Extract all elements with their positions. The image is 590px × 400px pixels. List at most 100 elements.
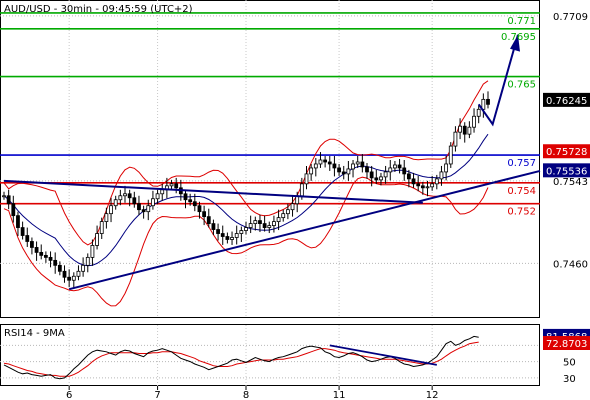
price-bar-body: [486, 98, 490, 105]
price-bar-body: [458, 125, 462, 133]
price-bar-body: [127, 193, 132, 199]
rsi-title: RSI14 - 9MA: [4, 328, 65, 339]
price-bar-body: [48, 256, 53, 261]
price-bar-body: [30, 241, 34, 248]
price-bar-body: [462, 125, 467, 135]
price-bar-body: [118, 195, 123, 201]
projection-arrow-line: [477, 34, 519, 127]
time-tick-label: 11: [333, 390, 346, 400]
price-bar-body: [20, 227, 25, 236]
price-bar-body: [141, 209, 146, 213]
trendlines: [3, 34, 541, 291]
price-bar-body: [365, 166, 369, 173]
price-bar-body: [169, 183, 174, 187]
rsi-line: [3, 335, 479, 380]
price-bar-body: [239, 230, 244, 234]
price-bar-body: [420, 185, 425, 189]
price-badge-label: 0.76245: [546, 96, 587, 107]
price-bar-body: [444, 163, 449, 173]
price-bar-body: [155, 193, 160, 200]
time-tick-label: 6: [66, 390, 72, 400]
price-bar-body: [304, 173, 309, 185]
price-bar-body: [313, 163, 318, 169]
price-tick-label: 0.7543: [553, 177, 588, 188]
price-bar-body: [258, 220, 262, 224]
price-bar-body: [262, 223, 267, 228]
price-bar-body: [472, 115, 476, 128]
price-bar-body: [85, 256, 90, 266]
time-axis: 6 7 8 11 12: [66, 386, 439, 400]
price-bar-body: [244, 227, 248, 231]
price-bar-body: [434, 178, 439, 185]
price-bar-body: [76, 270, 81, 277]
rsi-divergence-line: [329, 344, 437, 366]
price-bar-body: [174, 183, 179, 189]
price-bar-body: [393, 164, 397, 169]
price-tick-label: 0.7460: [553, 259, 588, 270]
price-bar-body: [346, 168, 351, 175]
price-bar-body: [374, 177, 379, 181]
price-bar-body: [285, 209, 290, 215]
price-bar-body: [448, 145, 453, 165]
price-bar-body: [206, 216, 211, 224]
rsi-panel: 705030 81.586872.8703 RSI14 - 9MA: [0, 324, 590, 386]
level-label: 0.754: [507, 186, 536, 197]
price-bar-body: [90, 245, 95, 258]
price-bar-body: [146, 205, 151, 213]
price-bar-body: [290, 203, 295, 211]
rsi-badges: 81.586872.8703: [543, 328, 590, 350]
level-label: 0.752: [507, 207, 536, 218]
price-bar-body: [6, 195, 11, 205]
price-tick-label: 0.7709: [553, 12, 588, 23]
price-bar-body: [34, 247, 39, 253]
price-bar-body: [383, 171, 388, 178]
price-bar-body: [57, 264, 62, 272]
level-labels: 0.771 0.7695 0.765 0.757 0.754 0.752: [501, 16, 536, 218]
price-bar-body: [439, 171, 444, 180]
price-bar-body: [230, 237, 234, 240]
level-label: 0.757: [507, 158, 536, 169]
price-bar-body: [160, 189, 165, 195]
price-bar-body: [318, 159, 323, 165]
level-label: 0.771: [507, 16, 536, 27]
price-axis: 0.7709 0.7543 0.7460: [553, 12, 588, 270]
price-bar-body: [197, 205, 202, 213]
rsi-plot-frame: [0, 324, 540, 386]
price-bar-body: [388, 167, 393, 173]
price-badge: [543, 92, 590, 107]
ascending-trendline: [68, 169, 541, 291]
price-bar-body: [332, 163, 337, 169]
price-bar-body: [323, 159, 328, 163]
price-bar-body: [267, 225, 272, 228]
price-bar-body: [16, 215, 20, 228]
price-bar-body: [211, 223, 216, 230]
price-bar-body: [379, 176, 383, 181]
price-bar-body: [355, 161, 360, 165]
price-bar-body: [67, 276, 72, 281]
rsi-tick-label: 30: [563, 374, 576, 385]
upper-band-line: [3, 80, 489, 246]
price-bar-body: [369, 171, 374, 179]
price-bar-body: [406, 173, 411, 180]
price-bar-body: [411, 178, 416, 185]
price-bar-body: [225, 236, 230, 240]
price-bar-body: [216, 229, 220, 234]
price-bar-body: [309, 167, 314, 175]
price-bar-body: [281, 213, 286, 219]
price-bars: [2, 91, 490, 289]
level-label: 0.765: [507, 80, 536, 91]
price-bar-body: [81, 264, 86, 272]
price-bar-body: [416, 183, 421, 187]
price-bar-body: [276, 217, 281, 223]
price-bar-body: [341, 171, 346, 175]
price-badge: [543, 163, 590, 178]
price-bar-body: [71, 275, 76, 281]
price-bar-body: [453, 131, 458, 147]
price-bar-body: [202, 211, 207, 218]
time-tick-label: 12: [426, 390, 439, 400]
price-bar-body: [123, 193, 127, 197]
price-bar-body: [272, 221, 276, 226]
price-badge: [543, 144, 590, 159]
price-badges: 0.76245 0.75728 0.75536: [543, 92, 590, 178]
